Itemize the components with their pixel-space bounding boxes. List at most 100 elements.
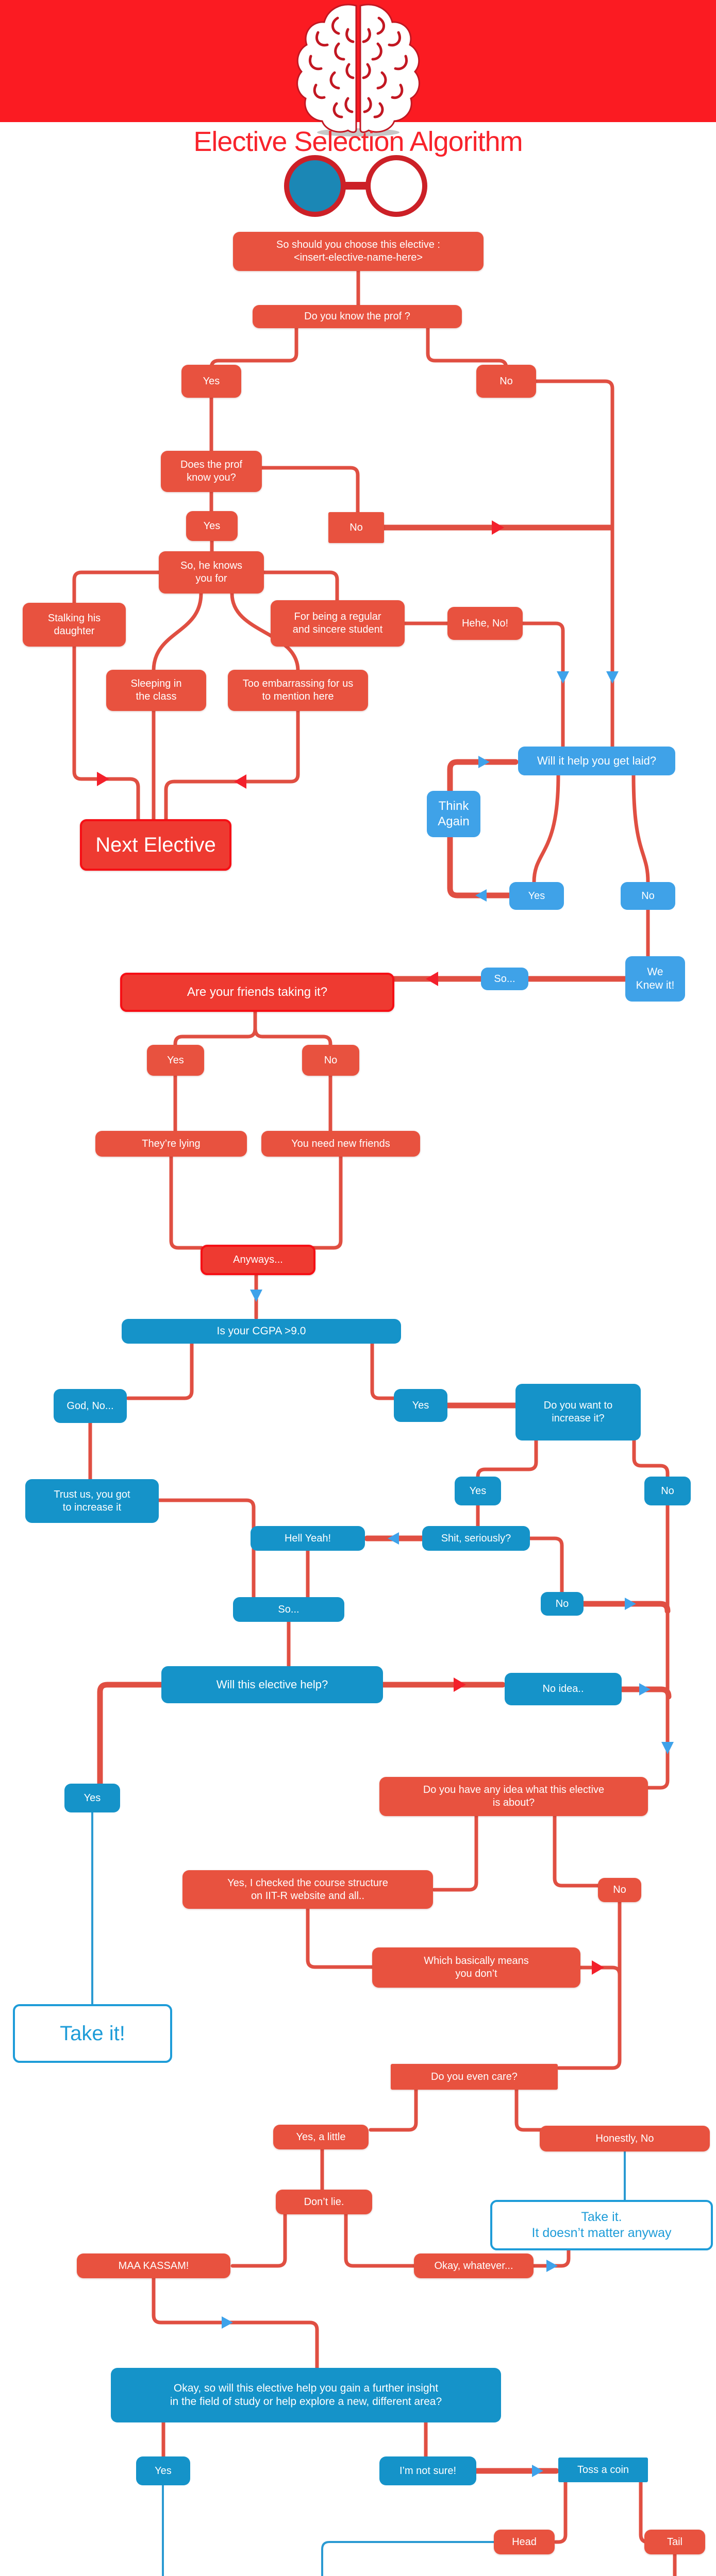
node-embarrassing: Too embarrassing for us to mention here: [228, 670, 368, 711]
edge-profknows-no: [260, 466, 360, 515]
node-no-idea: No idea..: [505, 1673, 622, 1705]
edge-willhelp-yes: [97, 1682, 164, 1789]
arrow-down-icon: [661, 1742, 674, 1754]
edge-head-takeit2: [321, 2541, 495, 2576]
arrow-right-icon: [625, 1598, 636, 1610]
edge-embarrassing-ne1: [164, 709, 300, 822]
edge-cgpa-yes: [370, 1342, 397, 1400]
node-sleeping: Sleeping in the class: [106, 670, 206, 711]
node-regular-student: For being a regular and sincere student: [271, 600, 405, 647]
node-cgpa-yes: Yes: [394, 1389, 447, 1422]
edge-knowsfor-embarrassing: [230, 591, 300, 673]
edge-no-care: [557, 1900, 622, 2070]
node-even-care: Do you even care?: [391, 2064, 558, 2090]
page-title: Elective Selection Algorithm: [193, 126, 523, 157]
node-cgpa: Is your CGPA >9.0: [122, 1319, 401, 1344]
node-friends-no: No: [302, 1045, 359, 1076]
edge-knowsfor-sleeping: [152, 591, 203, 673]
node-laid-no: No: [621, 882, 675, 910]
node-prof-knows-yes: Yes: [186, 511, 238, 541]
node-know-prof: Do you know the prof ?: [253, 305, 462, 328]
node-know-prof-no: No: [476, 365, 536, 398]
arrow-right-icon: [532, 2465, 543, 2477]
edge-thinkagain-laid: [447, 759, 519, 794]
arrow-left-icon: [388, 1532, 399, 1545]
edge-knowsfor-stalking: [72, 570, 161, 606]
node-friends-taking: Are your friends taking it?: [120, 973, 394, 1012]
node-doesnt-matter: Take it. It doesn’t matter anyway: [490, 2200, 713, 2250]
node-will-help: Will this elective help?: [161, 1666, 383, 1703]
arrow-right-icon: [478, 756, 490, 768]
edge-yes-thinkagain: [447, 834, 512, 899]
node-dont-lie: Don’t lie.: [276, 2190, 372, 2214]
node-head: Head: [494, 2530, 555, 2554]
node-hell-yeah: Hell Yeah!: [251, 1526, 365, 1551]
node-take-it-1: Take it!: [13, 2004, 172, 2063]
edge-lying-anyways: [169, 1155, 204, 1250]
edge-split-no: [253, 1026, 332, 1049]
node-any-idea: Do you have any idea what this elective …: [379, 1777, 648, 1816]
node-prof-knows-you: Does the prof know you?: [161, 451, 262, 492]
node-so-2: So...: [233, 1597, 344, 1622]
edge-trustus-so2: [157, 1498, 256, 1600]
node-honestly-no: Honestly, No: [540, 2126, 710, 2151]
node-yes-a-little: Yes, a little: [273, 2125, 369, 2149]
edge-anyidea-checked: [432, 1814, 478, 1892]
edge-no1-down: [534, 379, 614, 750]
edge-toss-head: [554, 2480, 568, 2544]
edge-knowsfor-regular: [262, 570, 339, 603]
arrow-right-icon: [639, 1683, 651, 1696]
node-shit-seriously: Shit, seriously?: [422, 1526, 530, 1551]
node-laid-yes: Yes: [509, 882, 564, 910]
edge-laid-yes: [532, 773, 560, 884]
arrow-left-icon: [475, 889, 487, 902]
node-tail: Tail: [644, 2530, 705, 2554]
node-insight-yes: Yes: [136, 2456, 190, 2485]
arrow-right-icon: [492, 520, 504, 535]
edge-knowprof-yes: [209, 326, 298, 371]
node-prof-knows-no: No: [328, 512, 384, 543]
node-get-laid: Will it help you get laid?: [518, 747, 675, 775]
arrow-left-icon: [426, 972, 438, 986]
node-stalking: Stalking his daughter: [23, 603, 126, 647]
brain-icon: [296, 4, 420, 137]
edge-dontlie-maa: [230, 2212, 287, 2268]
edge-cgpa-godno: [126, 1342, 194, 1400]
node-next-elective-1: Next Elective: [80, 819, 231, 871]
arrow-right-icon: [546, 2260, 558, 2272]
node-we-knew-it: We Knew it!: [625, 956, 685, 1002]
node-increase-yes: Yes: [455, 1477, 501, 1505]
arrow-left-icon: [234, 774, 246, 789]
node-checked-course: Yes, I checked the course structure on I…: [182, 1870, 433, 1909]
node-help-yes: Yes: [64, 1784, 120, 1812]
edge-hehe-laid: [521, 621, 565, 750]
node-think-again: Think Again: [427, 791, 480, 837]
node-idea-no: No: [598, 1878, 641, 1902]
edge-anyidea-no: [553, 1814, 601, 1888]
arrow-down-icon: [606, 671, 619, 684]
arrow-right-icon: [592, 1960, 604, 1975]
edge-whatever-doesntmatter: [531, 2246, 571, 2268]
node-seriously-no: No: [541, 1592, 584, 1616]
edge-care-yeslittle: [369, 2088, 418, 2132]
node-anyways: Anyways...: [201, 1245, 315, 1275]
edge-mainline-anyidea: [646, 1503, 670, 1790]
edge-newfriends-anyways: [308, 1155, 343, 1250]
node-increase-no: No: [644, 1477, 691, 1505]
arrow-right-icon: [97, 772, 109, 786]
arrow-down-icon: [250, 1290, 262, 1302]
node-want-increase: Do you want to increase it?: [515, 1384, 641, 1440]
edge-wantincrease-yes: [476, 1438, 538, 1481]
node-toss-coin: Toss a coin: [558, 2458, 648, 2482]
edge-split-yes: [173, 1026, 257, 1049]
node-so-1: So...: [481, 968, 528, 990]
node-maa-kassam: MAA KASSAM!: [77, 2253, 230, 2278]
edge-checked-basically: [306, 1907, 376, 1969]
node-theyre-lying: They’re lying: [95, 1131, 247, 1157]
arrow-right-icon: [222, 2316, 233, 2329]
edge-noidea-mainline: [619, 1686, 672, 1700]
header-banner: [0, 0, 716, 122]
node-friends-yes: Yes: [147, 1045, 204, 1076]
node-know-prof-yes: Yes: [181, 365, 241, 398]
